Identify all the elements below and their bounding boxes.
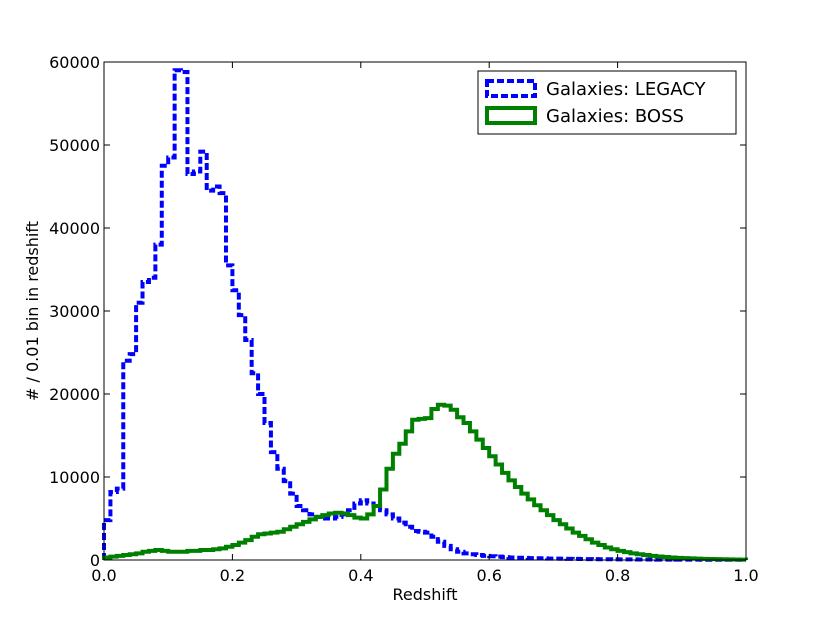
- series-layer: [102, 68, 748, 562]
- x-tick-label: 0.6: [476, 566, 501, 585]
- y-tick-label: 60000: [49, 53, 100, 72]
- x-tick-label: 0.2: [220, 566, 245, 585]
- y-tick-label: 10000: [49, 468, 100, 487]
- y-tick-label: 20000: [49, 385, 100, 404]
- y-axis-label: # / 0.01 bin in redshift: [23, 221, 42, 401]
- legend: Galaxies: LEGACY Galaxies: BOSS: [477, 70, 737, 135]
- histogram-series-2: [102, 402, 748, 562]
- x-tick-label: 0.4: [348, 566, 373, 585]
- x-tick-label: 0.0: [91, 566, 116, 585]
- y-tick-label: 0: [90, 551, 100, 570]
- histogram-series-1: [102, 68, 748, 562]
- legend-swatch: [485, 79, 537, 98]
- legend-label: Galaxies: BOSS: [546, 106, 684, 127]
- x-tick-label: 1.0: [733, 566, 758, 585]
- legend-label: Galaxies: LEGACY: [546, 79, 707, 100]
- y-tick-label: 50000: [49, 136, 100, 155]
- ticks-layer: 0.0 0.2 0.4 0.6 0.8 1.0 0 10000 20000 30000 40000 5…: [49, 53, 759, 585]
- legend-swatch: [485, 106, 537, 125]
- x-axis-label: Redshift: [393, 585, 458, 604]
- x-tick-label: 0.8: [605, 566, 630, 585]
- y-tick-label: 30000: [49, 302, 100, 321]
- y-tick-label: 40000: [49, 219, 100, 238]
